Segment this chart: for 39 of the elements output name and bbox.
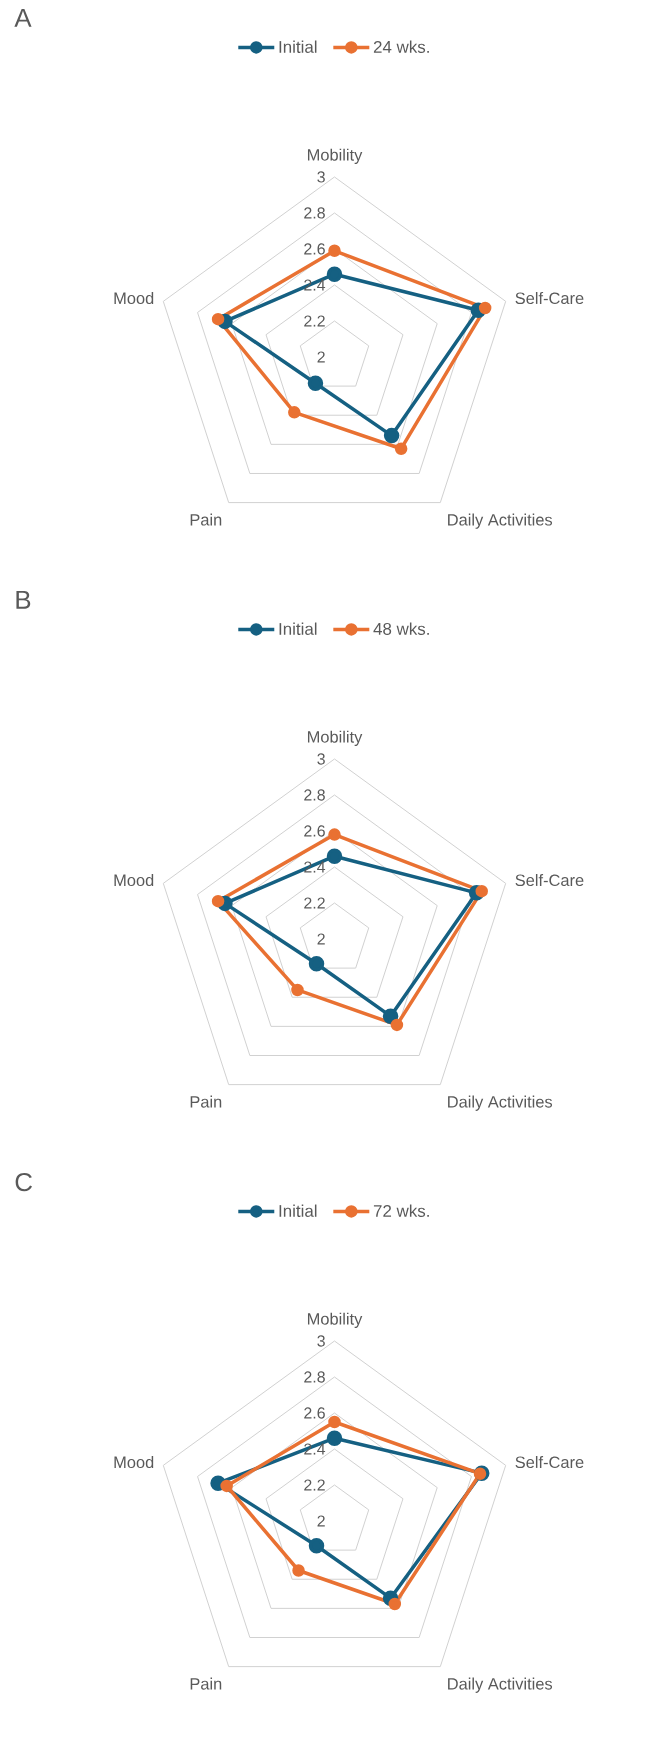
y-tick-label: 2: [317, 351, 325, 363]
spoke-label: Mobility: [307, 148, 363, 164]
y-tick-label: 2: [317, 933, 325, 945]
y-tick-label: 2.8: [304, 789, 325, 801]
legend-label: 48 wks.: [373, 622, 429, 635]
spoke-label: Self-Care: [515, 873, 584, 887]
spoke-label: Mobility: [307, 730, 363, 746]
y-tick-label: 2.8: [304, 1371, 325, 1383]
spoke-label: Self-Care: [515, 1456, 584, 1469]
legend-label: Initial: [279, 40, 317, 53]
spoke-label: Pain: [190, 513, 222, 526]
spoke-label: Pain: [190, 1677, 222, 1690]
legend-label: Initial: [279, 622, 317, 635]
spoke-label: Mobility: [307, 1312, 363, 1328]
y-tick-label: 2.2: [304, 315, 325, 327]
legend-label: 72 wks.: [373, 1204, 429, 1217]
y-tick-label: 2.2: [304, 897, 325, 909]
y-tick-label: 2.6: [304, 243, 325, 255]
y-tick-label: 3: [317, 171, 325, 183]
spoke-label: Daily Activities: [448, 1677, 553, 1693]
y-tick-label: 2: [317, 1515, 325, 1527]
spoke-label: Daily Activities: [448, 1095, 553, 1111]
spoke-label: Daily Activities: [448, 513, 553, 529]
y-tick-label: 2.6: [304, 825, 325, 837]
y-tick-label: 2.6: [304, 1407, 325, 1419]
y-tick-label: 2.2: [304, 1479, 325, 1491]
legend-label: 24 wks.: [373, 40, 429, 53]
chart-title: C: [15, 1172, 33, 1192]
y-tick-label: 3: [317, 1335, 325, 1347]
spoke-label: Mood: [114, 873, 154, 887]
spoke-label: Mood: [114, 1456, 154, 1469]
y-tick-label: 2.8: [304, 207, 325, 219]
y-tick-label: 3: [317, 753, 325, 765]
legend-label: Initial: [279, 1204, 317, 1217]
spoke-label: Self-Care: [515, 291, 584, 305]
chart-title: A: [14, 8, 32, 27]
spoke-label: Mood: [114, 291, 154, 305]
spoke-label: Pain: [190, 1095, 222, 1108]
chart-title: B: [16, 590, 31, 609]
